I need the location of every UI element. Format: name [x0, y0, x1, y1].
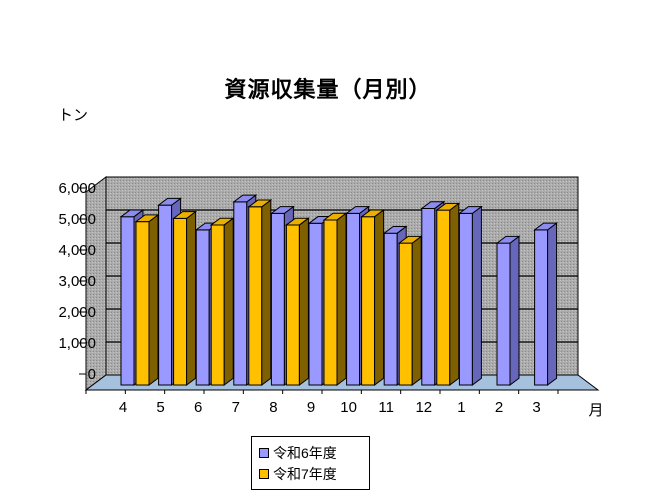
- x-tick-label: 9: [306, 399, 316, 416]
- bar-series1-month-1: [457, 205, 483, 386]
- y-tick-label: 6,000: [58, 180, 96, 197]
- bar-series2-month-9: [322, 212, 348, 386]
- x-tick-label: 12: [415, 399, 433, 416]
- x-tick-label: 6: [194, 399, 203, 416]
- legend-item-reiwa7: 令和7年度: [259, 466, 369, 482]
- bar-series2-month-11: [397, 235, 423, 386]
- x-tick-label: 5: [156, 399, 165, 416]
- x-tick-label: 7: [231, 399, 240, 416]
- bar-series2-month-10: [360, 208, 386, 386]
- x-tick-label: 1: [457, 399, 466, 416]
- x-tick-label: 11: [378, 399, 394, 416]
- legend-item-reiwa6: 令和6年度: [259, 445, 369, 461]
- x-tick-label: 2: [494, 399, 504, 416]
- y-tick-label: 4,000: [58, 242, 96, 259]
- x-tick-label: 3: [532, 399, 541, 416]
- bar-series2-month-12: [435, 202, 461, 386]
- x-tick-label: 10: [340, 399, 357, 416]
- y-axis-unit-label: トン: [58, 107, 89, 124]
- bar-series1-month-2: [495, 235, 521, 386]
- y-tick-label: 3,000: [58, 273, 96, 290]
- chart-title: 資源収集量（月別）: [224, 77, 432, 102]
- legend-label-reiwa6: 令和6年度: [273, 444, 337, 461]
- y-tick-label: 5,000: [58, 211, 96, 228]
- bar-series2-month-5: [172, 210, 198, 386]
- x-tick-label: 4: [118, 399, 128, 416]
- bar-series2-month-7: [247, 199, 273, 386]
- legend-label-reiwa7: 令和7年度: [273, 465, 337, 482]
- bar-series2-month-4: [134, 213, 160, 386]
- x-axis-unit-label: 月: [588, 402, 604, 419]
- legend-box: 令和6年度 令和7年度: [251, 436, 370, 490]
- legend-swatch-reiwa7-icon: [259, 468, 269, 479]
- bar-series2-month-6: [209, 217, 235, 386]
- legend-swatch-reiwa6-icon: [259, 447, 269, 458]
- x-tick-label: 8: [269, 399, 278, 416]
- bar-series1-month-3: [533, 222, 559, 386]
- y-tick-label: 2,000: [58, 304, 96, 321]
- y-tick-label: 0: [87, 366, 96, 383]
- bar-series2-month-8: [284, 217, 310, 386]
- y-tick-label: 1,000: [58, 335, 96, 352]
